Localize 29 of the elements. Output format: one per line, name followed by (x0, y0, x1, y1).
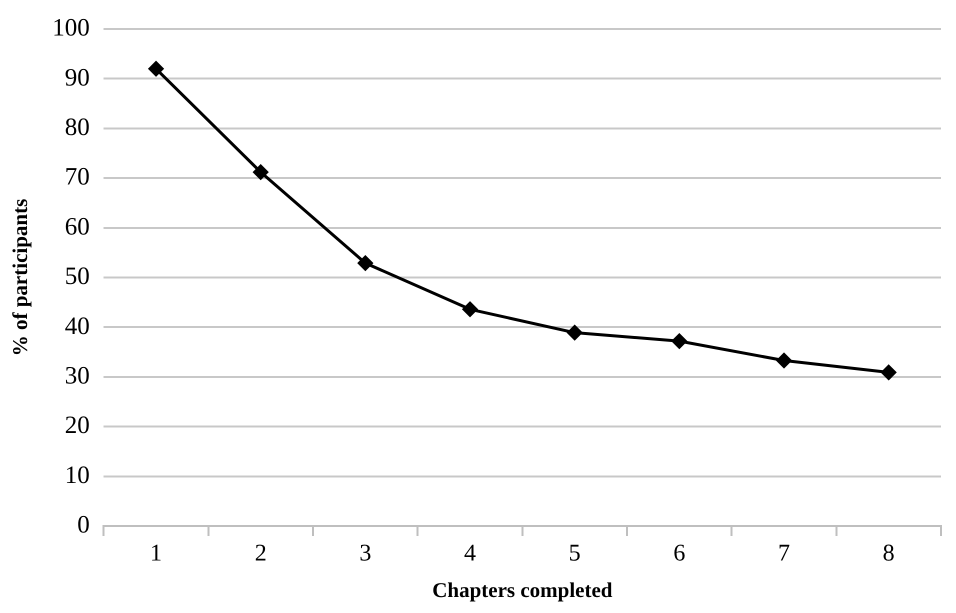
point (672, 334, 687, 349)
point (776, 353, 792, 368)
x-tick-label: 8 (882, 540, 895, 567)
x-tick-label: 3 (359, 540, 372, 567)
x-axis-title: Chapters completed (432, 578, 613, 602)
y-tick-label: 60 (64, 213, 90, 240)
y-tick-label: 10 (64, 462, 90, 489)
point (567, 325, 582, 340)
y-tick-label: 90 (64, 64, 90, 92)
x-tick-label: 6 (673, 540, 686, 567)
x-tick-label: 2 (254, 540, 267, 567)
point (462, 302, 478, 317)
point (881, 364, 896, 380)
y-tick-label: 20 (64, 412, 90, 440)
y-axis-title: % of participants (8, 198, 32, 356)
y-tick-label: 100 (52, 14, 90, 42)
point (253, 164, 268, 180)
point (358, 256, 373, 271)
point (148, 61, 164, 76)
x-tick-label: 4 (464, 540, 476, 567)
y-tick-label: 50 (64, 263, 90, 290)
y-tick-label: 30 (64, 362, 90, 390)
y-tick-label: 70 (64, 164, 90, 191)
y-tick-label: 80 (64, 114, 90, 141)
x-tick-label: 7 (778, 540, 790, 567)
y-tick-label: 0 (77, 512, 90, 539)
x-tick-label: 5 (568, 540, 581, 567)
x-tick-label: 1 (150, 540, 162, 567)
y-tick-label: 40 (64, 312, 90, 340)
